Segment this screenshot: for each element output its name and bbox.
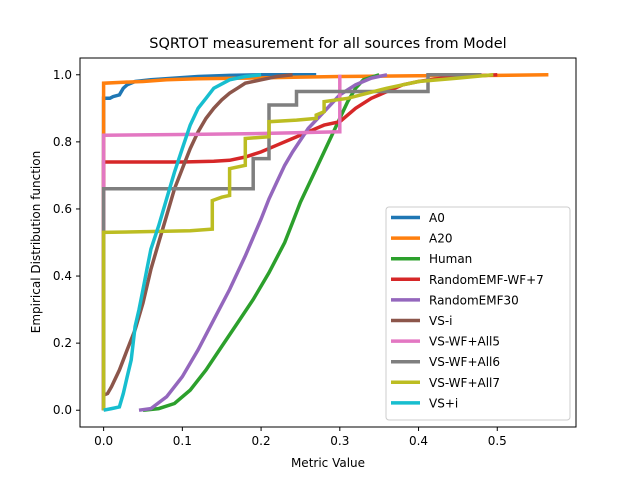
series-line-7	[101, 73, 482, 411]
legend-entry: VS-WF+All7	[429, 376, 500, 390]
series-line-4	[138, 73, 388, 412]
legend-entry: VS-WF+All6	[429, 355, 500, 369]
legend-entry: A20	[429, 232, 452, 246]
legend-entry: VS-WF+All5	[429, 335, 500, 349]
series-line-2	[142, 73, 380, 412]
legend-entry: A0	[429, 211, 445, 225]
x-tick-label: 0.5	[488, 434, 507, 448]
y-axis-label: Empirical Distribution function	[29, 151, 43, 333]
x-tick-label: 0.4	[409, 434, 428, 448]
x-tick-label: 0.0	[94, 434, 113, 448]
series-line-6	[101, 74, 342, 411]
y-tick-label: 0.0	[53, 403, 72, 417]
plot-frame	[79, 57, 577, 428]
x-tick-label: 0.1	[173, 434, 192, 448]
legend: A0 A20 Human RandomEMF-WF+7 RandomEMF30 VS-i V…	[385, 206, 571, 421]
series-line-5	[102, 73, 293, 397]
legend-entry: RandomEMF-WF+7	[429, 273, 544, 287]
legend-entry: Human	[429, 252, 472, 266]
legend-box	[385, 206, 571, 421]
chart-title: SQRTOT measurement for all sources from …	[149, 36, 506, 52]
legend-entry: RandomEMF30	[429, 293, 519, 307]
y-axis-ticks: 0.0 0.2 0.4 0.6 0.8 1.0	[53, 68, 80, 417]
y-tick-label: 1.0	[53, 68, 72, 82]
series-layer	[101, 73, 549, 412]
y-tick-label: 0.6	[53, 202, 72, 216]
series-line-9	[103, 73, 262, 412]
x-tick-label: 0.2	[252, 434, 271, 448]
legend-entry: VS-i	[429, 314, 453, 328]
legend-entry: VS+i	[429, 396, 458, 410]
x-axis-ticks: 0.0 0.1 0.2 0.3 0.4 0.5	[94, 427, 507, 448]
y-tick-label: 0.4	[53, 269, 72, 283]
y-tick-label: 0.2	[53, 336, 72, 350]
x-axis-label: Metric Value	[291, 456, 365, 470]
y-tick-label: 0.8	[53, 135, 72, 149]
series-line-8	[101, 73, 494, 411]
x-tick-label: 0.3	[330, 434, 349, 448]
